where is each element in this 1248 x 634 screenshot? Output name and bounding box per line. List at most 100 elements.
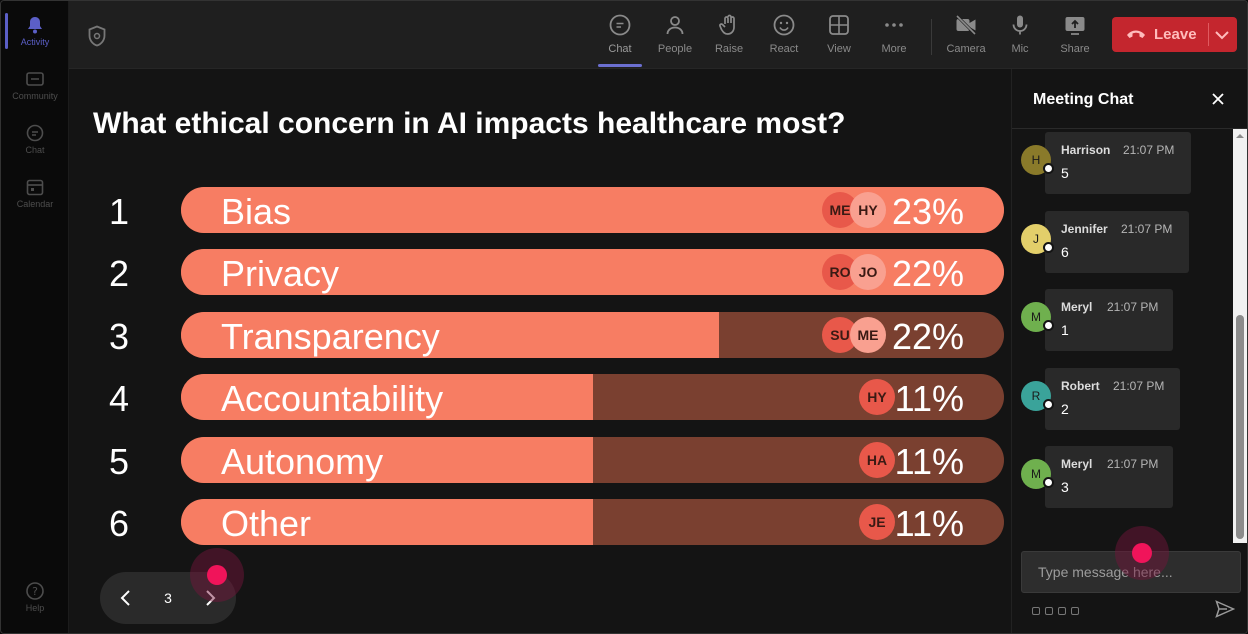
chevron-right-icon[interactable] bbox=[202, 589, 218, 607]
poll-option-row: 6 Other JE 11% bbox=[69, 499, 1011, 545]
presence-status-icon bbox=[1043, 477, 1054, 489]
message-author: Meryl bbox=[1061, 300, 1093, 315]
message-timestamp: 21:07 PM bbox=[1113, 378, 1165, 393]
message-bubble[interactable]: Meryl 21:07 PM 3 bbox=[1045, 446, 1173, 509]
rail-item-label: Activity bbox=[20, 37, 50, 47]
option-rank: 3 bbox=[109, 315, 130, 357]
rail-item-calendar[interactable]: Calendar bbox=[1, 167, 69, 217]
chat-title: Meeting Chat bbox=[1033, 91, 1134, 108]
option-percent: 11% bbox=[894, 503, 964, 544]
chat-message-input[interactable] bbox=[1022, 552, 1240, 592]
people-icon bbox=[666, 16, 684, 35]
message-bubble[interactable]: Meryl 21:07 PM 1 bbox=[1045, 289, 1173, 352]
rail-item-label: Chat bbox=[25, 145, 45, 155]
emoji-icon[interactable] bbox=[1058, 607, 1066, 615]
toolbar-view-button[interactable]: View bbox=[814, 11, 864, 61]
message-bubble[interactable]: Harrison 21:07 PM 5 bbox=[1045, 132, 1191, 194]
option-bar: Accountability HY 11% bbox=[181, 374, 1004, 421]
scroll-up-icon[interactable] bbox=[1236, 132, 1244, 140]
option-label: Bias bbox=[221, 191, 292, 232]
option-percent: 11% bbox=[894, 378, 964, 420]
message-text: 1 bbox=[1061, 322, 1069, 339]
view-icon bbox=[829, 15, 849, 35]
chat-icon bbox=[609, 14, 631, 36]
toolbar-chat-button[interactable]: Chat bbox=[595, 11, 645, 67]
option-rank: 2 bbox=[109, 253, 130, 295]
voter-avatar: HY bbox=[859, 379, 895, 416]
raise-hand-icon bbox=[719, 14, 735, 35]
message-author: Robert bbox=[1061, 378, 1100, 393]
message-text: 3 bbox=[1061, 479, 1069, 496]
toolbar-more-button[interactable]: More bbox=[869, 11, 919, 61]
click-indicator bbox=[190, 548, 244, 602]
toolbar-button-label: React bbox=[769, 43, 799, 55]
poll-option-row: 1 Bias ME HY 23% bbox=[69, 187, 1011, 233]
message-text: 2 bbox=[1061, 400, 1069, 417]
message-timestamp: 21:07 PM bbox=[1121, 221, 1173, 236]
option-bar: Privacy RO JO 22% bbox=[181, 249, 1004, 296]
message-text: 6 bbox=[1061, 243, 1069, 260]
voter-avatar: HA bbox=[859, 441, 895, 478]
leave-button[interactable]: Leave bbox=[1112, 17, 1237, 52]
option-label: Autonomy bbox=[221, 440, 384, 482]
option-label: Accountability bbox=[221, 378, 444, 420]
toolbar-mic-button[interactable]: Mic bbox=[995, 11, 1045, 61]
scrollbar-thumb[interactable] bbox=[1236, 315, 1244, 539]
voter-avatar: JE bbox=[859, 504, 895, 540]
option-percent: 22% bbox=[891, 315, 964, 357]
message-timestamp: 21:07 PM bbox=[1107, 457, 1159, 472]
toolbar-divider bbox=[931, 19, 932, 55]
chevron-left-icon[interactable] bbox=[118, 589, 134, 607]
format-icon[interactable] bbox=[1032, 607, 1040, 615]
presence-status-icon bbox=[1043, 241, 1054, 253]
scroll-down-icon[interactable] bbox=[1236, 531, 1244, 539]
poll-option-row: 2 Privacy RO JO 22% bbox=[69, 249, 1011, 296]
poll-option-row: 3 Transparency SU ME 22% bbox=[69, 311, 1011, 358]
gif-icon[interactable] bbox=[1071, 607, 1079, 615]
toolbar-raise-button[interactable]: Raise bbox=[704, 11, 754, 61]
chat-header: Meeting Chat bbox=[1012, 69, 1247, 129]
bell-icon bbox=[28, 17, 42, 34]
voter-avatar: ME bbox=[850, 316, 886, 353]
chevron-down-icon[interactable] bbox=[1214, 29, 1230, 41]
option-bar-fill bbox=[181, 436, 594, 483]
option-label: Privacy bbox=[221, 253, 340, 295]
option-percent: 23% bbox=[891, 191, 964, 232]
rail-item-activity[interactable]: Activity bbox=[1, 5, 69, 55]
poll-option-row: 4 Accountability HY 11% bbox=[69, 374, 1011, 421]
rail-item-label: Calendar bbox=[16, 199, 54, 209]
toolbar-button-label: Camera bbox=[946, 43, 986, 55]
rail-item-help[interactable]: ? Help bbox=[1, 571, 69, 621]
more-icon bbox=[885, 23, 903, 27]
rail-item-community[interactable]: Community bbox=[1, 59, 69, 109]
toolbar-button-label: View bbox=[827, 43, 851, 55]
avatar[interactable]: R bbox=[1021, 380, 1051, 411]
leave-label: Leave bbox=[1154, 26, 1197, 43]
react-icon bbox=[773, 14, 795, 36]
poll-stage: What ethical concern in AI impacts healt… bbox=[69, 69, 1011, 633]
message-bubble[interactable]: Jennifer 21:07 PM 6 bbox=[1045, 210, 1189, 273]
presence-status-icon bbox=[1043, 163, 1054, 174]
option-bar-fill bbox=[181, 311, 720, 358]
left-rail: Activity Community Chat Calendar ? Help bbox=[1, 1, 69, 633]
help-icon: ? bbox=[26, 582, 44, 600]
chat-composer bbox=[1021, 551, 1241, 593]
option-bar: Transparency SU ME 22% bbox=[181, 311, 1004, 358]
toolbar-camera-button[interactable]: Camera bbox=[941, 11, 991, 61]
option-rank: 1 bbox=[109, 191, 130, 232]
toolbar-share-button[interactable]: Share bbox=[1050, 11, 1100, 61]
toolbar-people-button[interactable]: People bbox=[650, 11, 700, 61]
close-icon[interactable] bbox=[1211, 92, 1225, 106]
message-author: Harrison bbox=[1061, 143, 1111, 157]
toolbar-react-button[interactable]: React bbox=[759, 11, 809, 61]
meeting-toolbar: Chat People Raise React View More Camera bbox=[69, 1, 1247, 69]
option-bar-fill bbox=[181, 374, 594, 421]
svg-text:?: ? bbox=[32, 585, 38, 598]
avatar[interactable]: M bbox=[1021, 459, 1051, 490]
shield-icon[interactable] bbox=[87, 25, 107, 47]
rail-item-chat[interactable]: Chat bbox=[1, 113, 69, 163]
send-icon[interactable] bbox=[1215, 600, 1235, 618]
attach-icon[interactable] bbox=[1045, 607, 1053, 615]
chat-scrollbar[interactable] bbox=[1233, 129, 1247, 543]
message-bubble[interactable]: Robert 21:07 PM 2 bbox=[1045, 367, 1180, 430]
